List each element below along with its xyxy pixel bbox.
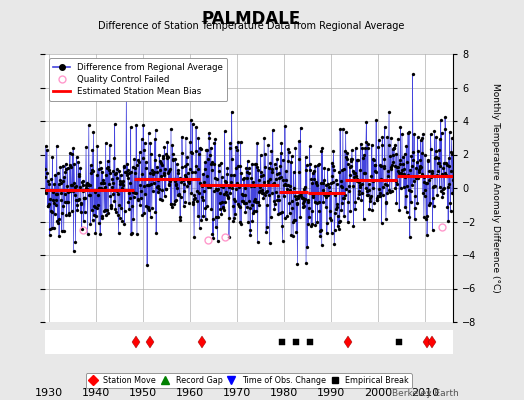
Text: PALMDALE: PALMDALE xyxy=(202,10,301,28)
Text: Berkeley Earth: Berkeley Earth xyxy=(392,389,458,398)
Text: Difference of Station Temperature Data from Regional Average: Difference of Station Temperature Data f… xyxy=(99,21,405,31)
Legend: Difference from Regional Average, Quality Control Failed, Estimated Station Mean: Difference from Regional Average, Qualit… xyxy=(49,58,227,101)
Y-axis label: Monthly Temperature Anomaly Difference (°C): Monthly Temperature Anomaly Difference (… xyxy=(490,83,499,293)
Legend: Station Move, Record Gap, Time of Obs. Change, Empirical Break: Station Move, Record Gap, Time of Obs. C… xyxy=(86,373,412,388)
